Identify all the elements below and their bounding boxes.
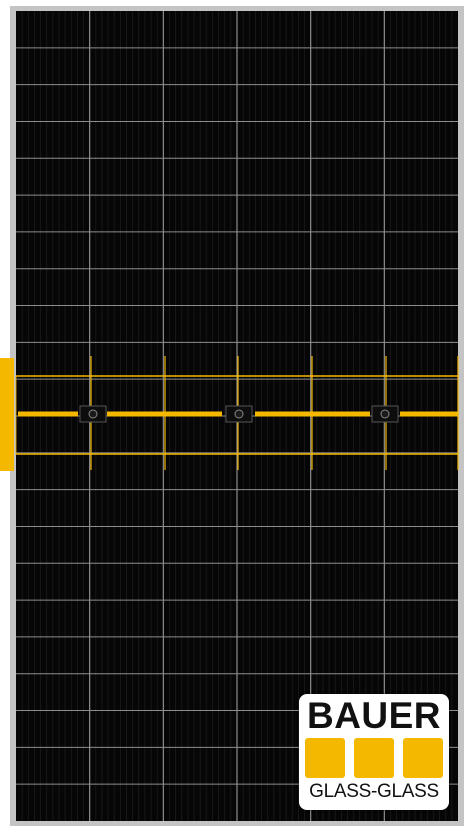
brand-logo: BAUER GLASS-GLASS — [299, 694, 449, 810]
logo-subtitle: GLASS-GLASS — [309, 781, 439, 802]
logo-squares — [305, 738, 443, 778]
junction-box-strip — [15, 356, 459, 470]
side-accent-bar — [0, 358, 14, 471]
logo-brand-text: BAUER — [306, 695, 442, 736]
junction-connector — [88, 409, 98, 419]
junction-connector — [380, 409, 390, 419]
logo-square — [305, 738, 345, 778]
junction-connector — [234, 409, 244, 419]
logo-square — [403, 738, 443, 778]
logo-square — [354, 738, 394, 778]
